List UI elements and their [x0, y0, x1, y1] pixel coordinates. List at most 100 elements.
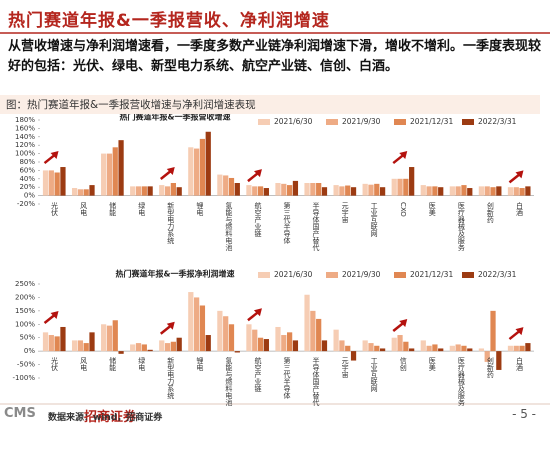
bar: [321, 340, 328, 352]
bar: [252, 186, 258, 196]
bar: [345, 345, 351, 352]
bar: [507, 345, 514, 352]
x-tick-label: 医疗器械及服务: [457, 357, 466, 407]
x-tick-label: 白酒: [515, 201, 524, 216]
x-tick-label: 光伏: [50, 357, 59, 372]
legend-label: 2021/6/30: [274, 117, 313, 126]
bar: [60, 326, 66, 352]
highlight-arrow: [392, 154, 405, 165]
highlight-arrow-head: [166, 321, 175, 330]
bar: [321, 187, 328, 196]
y-tick-label: 50%: [19, 334, 35, 342]
x-tick-label: 光伏: [50, 201, 59, 216]
x-tick-label: 医美: [428, 201, 437, 216]
bar: [484, 351, 490, 362]
bar: [199, 305, 206, 352]
bar: [379, 187, 386, 196]
bar: [159, 185, 165, 196]
bar: [275, 183, 281, 196]
highlight-arrow-head: [399, 151, 408, 160]
legend-label: 2021/12/31: [410, 117, 453, 126]
bar: [333, 329, 339, 352]
bar: [89, 185, 95, 196]
bar: [449, 186, 455, 196]
bar: [257, 337, 264, 352]
bar: [438, 348, 444, 352]
bar: [362, 183, 368, 196]
bar: [135, 343, 142, 352]
y-tick-label: 20%: [19, 183, 35, 191]
bar: [426, 345, 432, 352]
x-tick-label: 航空产业链: [253, 201, 262, 237]
bar: [316, 183, 322, 196]
bar: [135, 186, 142, 196]
bar: [397, 178, 403, 196]
x-tick-label: 白酒: [515, 357, 524, 372]
slide-title: 热门赛道年报&一季报营收、净利润增速: [8, 11, 330, 31]
bar: [194, 297, 200, 352]
legend-swatch: [326, 119, 338, 125]
y-tick-label: -50%: [17, 361, 35, 369]
source-note: 数据来源：wind，招商证券: [48, 413, 163, 423]
x-tick-label: 风电: [79, 357, 88, 372]
bar: [164, 186, 171, 196]
bar: [188, 292, 194, 352]
figure-caption: 图：热门赛道年报&一季报营收增速与净利润增速表现: [0, 95, 540, 114]
bar: [490, 187, 496, 196]
x-tick-label: 储能: [108, 357, 117, 372]
legend-swatch: [394, 272, 406, 278]
bar: [374, 183, 380, 196]
bar: [374, 345, 380, 352]
bar: [234, 351, 240, 353]
bar: [170, 341, 176, 352]
highlight-arrow: [508, 330, 521, 341]
bar: [60, 167, 66, 196]
bar: [176, 187, 182, 196]
highlight-arrow: [247, 172, 259, 183]
highlight-arrow-head: [50, 151, 59, 160]
highlight-arrow: [247, 311, 259, 322]
bar: [409, 167, 415, 196]
bar: [316, 318, 322, 352]
bar: [403, 341, 409, 352]
bar: [368, 184, 374, 196]
legend-swatch: [462, 119, 474, 125]
logo-name: 招商证券: [84, 410, 137, 425]
bar: [525, 186, 531, 196]
bar: [467, 348, 473, 352]
y-tick-label: 0%: [24, 347, 35, 355]
legend-swatch: [258, 272, 270, 278]
legend-label: 2022/3/31: [478, 117, 517, 126]
highlight-arrow: [392, 322, 405, 333]
bar: [496, 351, 502, 370]
highlight-arrow-head: [253, 169, 262, 178]
bar: [223, 316, 229, 352]
chart-title: 热门赛道年报&一季报净利润增速: [116, 269, 235, 279]
legend-label: 2021/9/30: [342, 270, 381, 279]
legend-swatch: [462, 272, 474, 278]
bar: [77, 340, 84, 352]
legend-label: 2021/12/31: [410, 270, 453, 279]
highlight-arrow-head: [253, 308, 262, 317]
bar: [310, 310, 316, 352]
x-tick-label: 绿电: [137, 201, 146, 216]
x-tick-label: 储能: [108, 201, 117, 216]
bar: [118, 351, 124, 354]
legend-label: 2021/9/30: [342, 117, 381, 126]
logo: CMS: [4, 406, 36, 421]
bar: [350, 351, 357, 361]
bar: [106, 153, 113, 196]
bar: [275, 326, 281, 352]
page-number: - 5 -: [512, 407, 536, 421]
bar: [292, 180, 299, 196]
bar: [519, 188, 525, 196]
bar: [71, 188, 78, 196]
bar: [513, 345, 519, 352]
bar: [118, 140, 124, 196]
highlight-arrow-head: [166, 167, 175, 175]
y-tick-label: -100%: [12, 374, 35, 382]
x-tick-label: 氢能与燃料电池: [224, 201, 233, 251]
bar: [379, 348, 386, 352]
bar: [170, 183, 176, 196]
bar: [246, 185, 252, 196]
